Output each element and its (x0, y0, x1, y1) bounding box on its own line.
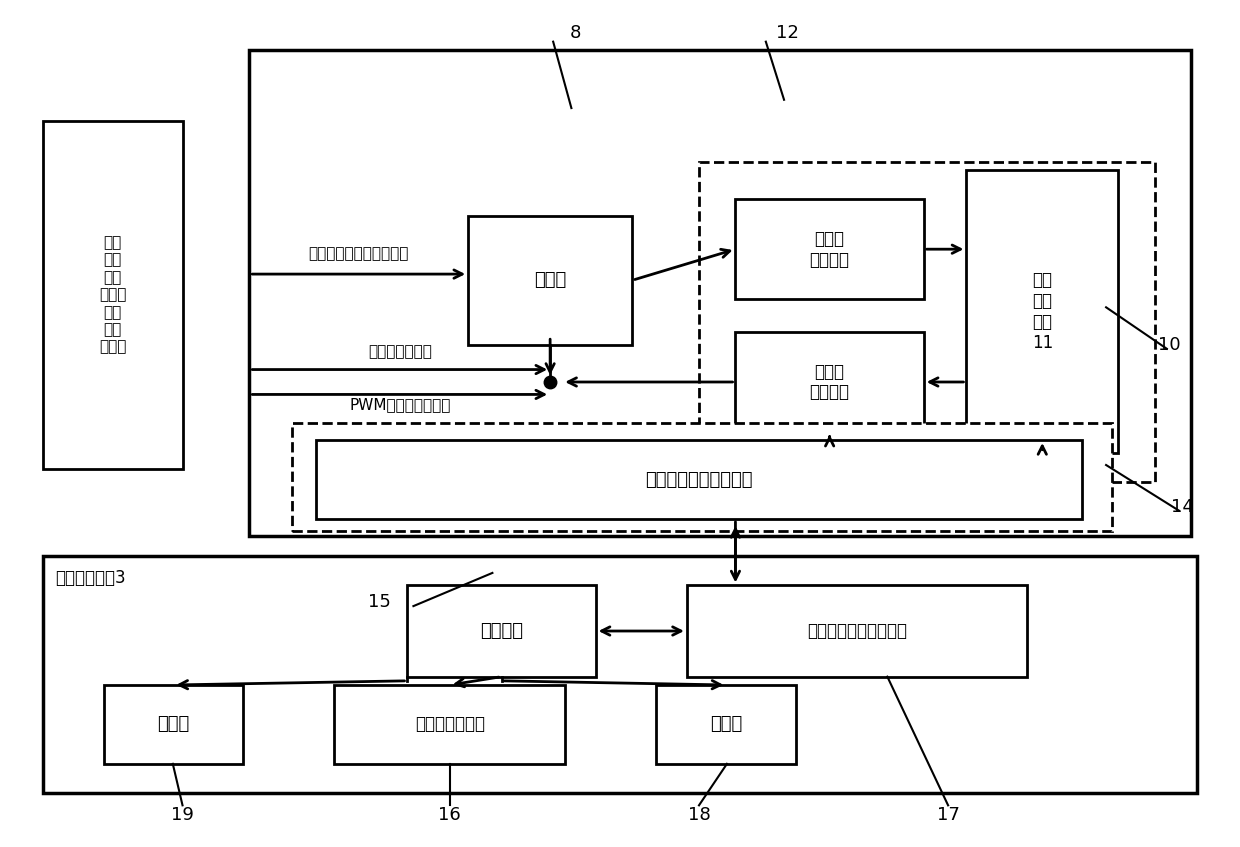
Text: 逆变器出口电流实时数据: 逆变器出口电流实时数据 (309, 246, 409, 262)
Bar (467, 216, 632, 345)
Text: 17: 17 (936, 806, 960, 824)
Bar (42, 120, 182, 469)
Text: 选相器
接收模块: 选相器 接收模块 (810, 230, 849, 268)
Text: 10: 10 (1158, 335, 1180, 354)
Text: 微处理器: 微处理器 (480, 622, 523, 640)
Text: 变流器
控制模块: 变流器 控制模块 (810, 363, 849, 401)
Text: 8: 8 (569, 25, 580, 42)
Text: 三相
四桥
臂逆
变器７
与相
线切
换笜９: 三相 四桥 臂逆 变器７ 与相 线切 换笜９ (99, 235, 126, 355)
Text: 12: 12 (776, 25, 799, 42)
Text: 18: 18 (688, 806, 711, 824)
Text: 第二射频信号收发模块: 第二射频信号收发模块 (807, 622, 906, 640)
Bar (42, 556, 1197, 793)
Text: 无线手持终端3: 无线手持终端3 (55, 569, 125, 587)
Text: 触摸液晶显示屏: 触摸液晶显示屏 (415, 716, 485, 734)
Text: 蜂鸣器: 蜂鸣器 (711, 716, 743, 734)
Bar (735, 332, 924, 432)
Bar (316, 440, 1081, 519)
Text: 选相器: 选相器 (534, 271, 567, 290)
Bar (687, 585, 1027, 677)
Text: 14: 14 (1172, 497, 1194, 516)
Text: 第一射频信号收发模块: 第一射频信号收发模块 (645, 471, 753, 489)
Bar (249, 50, 1192, 535)
Text: 15: 15 (368, 593, 391, 611)
Bar (407, 585, 595, 677)
Text: 切换笜动作信号: 切换笜动作信号 (368, 344, 432, 359)
Bar (335, 685, 565, 764)
Bar (735, 199, 924, 299)
Text: 信号灯: 信号灯 (157, 716, 190, 734)
Bar (699, 162, 1154, 482)
Bar (291, 424, 1112, 531)
Text: 16: 16 (439, 806, 461, 824)
Bar (966, 170, 1118, 452)
Text: PWM变流器驱动信号: PWM变流器驱动信号 (348, 397, 450, 412)
Text: 数据
分析
模块
11: 数据 分析 模块 11 (1032, 271, 1053, 352)
Bar (103, 685, 243, 764)
Bar (656, 685, 796, 764)
Text: 19: 19 (171, 806, 193, 824)
